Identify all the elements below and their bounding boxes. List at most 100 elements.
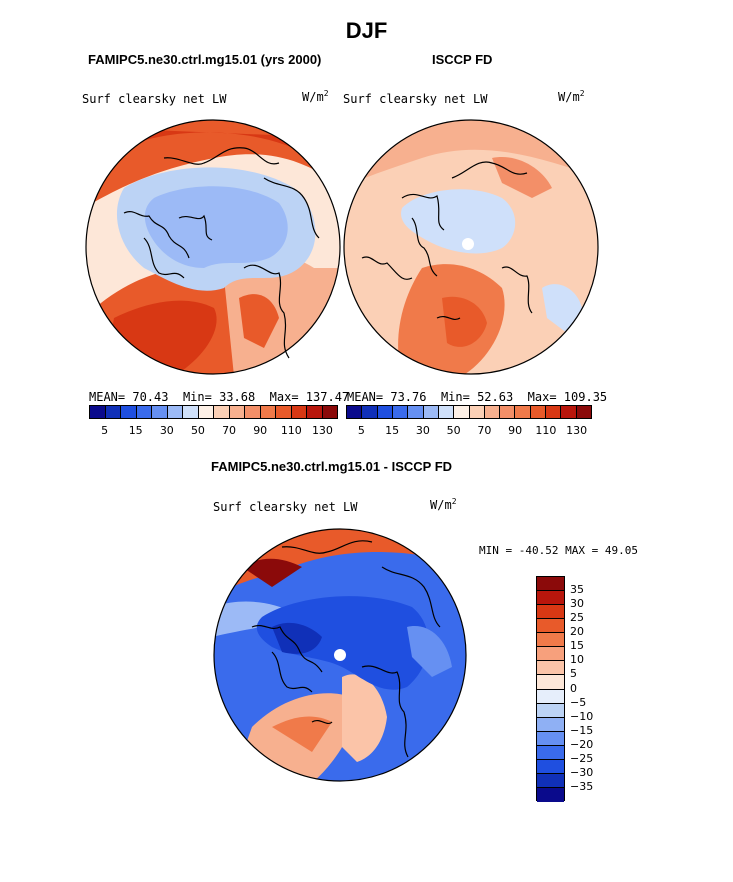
- colorbar-swatch: [537, 759, 564, 774]
- right-units-label: W/m2: [558, 89, 585, 104]
- colorbar-swatch: [515, 406, 531, 418]
- diff-pole-hole: [334, 649, 346, 661]
- colorbar-swatch: [537, 745, 564, 760]
- colorbar-swatch: [438, 406, 455, 418]
- colorbar-swatch: [537, 591, 564, 606]
- right-region-north-europe: [542, 284, 582, 333]
- colorbar-tick-label: 5: [101, 424, 109, 437]
- colorbar-swatch: [229, 406, 245, 418]
- diff-panel-title: FAMIPC5.ne30.ctrl.mg15.01 - ISCCP FD: [211, 459, 453, 474]
- figure-title: DJF: [345, 18, 388, 43]
- colorbar-swatch: [537, 577, 564, 592]
- right-colorbar-labels: 5 15 30 50 70 90 110 130: [346, 424, 592, 438]
- diff-map-border: [213, 528, 467, 782]
- colorbar-swatch: [408, 406, 424, 418]
- colorbar-swatch: [105, 406, 121, 418]
- colorbar-tick-label: 15: [385, 424, 400, 437]
- colorbar-swatch: [198, 406, 214, 418]
- diff-region-arctic: [256, 596, 429, 690]
- diff-region-alaska: [214, 601, 292, 637]
- colorbar-swatch: [322, 406, 337, 418]
- right-colorbar: [346, 405, 592, 419]
- colorbar-swatch: [469, 406, 485, 418]
- colorbar-tick-label: −15: [570, 723, 594, 737]
- colorbar-swatch: [136, 406, 152, 418]
- colorbar-tick-label: 130: [566, 424, 588, 437]
- colorbar-tick-label: 25: [570, 611, 584, 625]
- right-variable-label: Surf clearsky net LW: [343, 92, 488, 106]
- diff-region-greenland: [272, 622, 322, 654]
- colorbar-swatch: [307, 406, 323, 418]
- right-coastlines: [361, 161, 533, 321]
- colorbar-tick-label: −5: [570, 695, 587, 709]
- colorbar-tick-label: 50: [190, 424, 205, 437]
- colorbar-tick-label: −35: [570, 779, 594, 793]
- left-region-arctic-inner: [144, 186, 288, 268]
- colorbar-swatch: [347, 406, 363, 418]
- colorbar-swatch: [537, 689, 564, 704]
- colorbar-swatch: [167, 406, 183, 418]
- colorbar-tick-label: 110: [535, 424, 557, 437]
- colorbar-swatch: [392, 406, 409, 418]
- colorbar-swatch: [362, 406, 378, 418]
- colorbar-tick-label: 0: [570, 681, 577, 695]
- colorbar-swatch: [214, 406, 230, 418]
- colorbar-swatch: [537, 675, 564, 690]
- right-pole-hole: [462, 238, 474, 250]
- left-colorbar: [89, 405, 338, 419]
- colorbar-tick-label: −10: [570, 709, 594, 723]
- colorbar-swatch: [537, 773, 564, 788]
- colorbar-swatch: [537, 619, 564, 634]
- colorbar-swatch: [152, 406, 168, 418]
- diff-colorbar: [536, 576, 565, 802]
- colorbar-swatch: [260, 406, 276, 418]
- colorbar-tick-label: −25: [570, 751, 594, 765]
- colorbar-swatch: [291, 406, 307, 418]
- right-region-arctic: [401, 189, 516, 254]
- colorbar-swatch: [537, 633, 564, 648]
- colorbar-swatch: [276, 406, 292, 418]
- colorbar-swatch: [537, 703, 564, 718]
- colorbar-swatch: [183, 406, 199, 418]
- diff-region-siberia: [407, 626, 452, 677]
- colorbar-tick-label: 15: [570, 639, 584, 653]
- colorbar-tick-label: 5: [357, 424, 365, 437]
- diff-minmax: MIN = -40.52 MAX = 49.05: [479, 544, 638, 557]
- colorbar-swatch: [500, 406, 516, 418]
- colorbar-tick-label: 30: [570, 597, 584, 611]
- colorbar-tick-label: −30: [570, 765, 594, 779]
- colorbar-swatch: [245, 406, 261, 418]
- diff-variable-label: Surf clearsky net LW: [213, 500, 358, 514]
- colorbar-tick-label: 30: [159, 424, 174, 437]
- colorbar-swatch: [537, 661, 564, 676]
- colorbar-tick-label: 70: [222, 424, 237, 437]
- right-polar-map: [343, 119, 599, 375]
- colorbar-tick-label: 5: [570, 667, 577, 681]
- colorbar-tick-label: 110: [280, 424, 302, 437]
- diff-region-atlantic-core: [272, 716, 332, 752]
- colorbar-tick-label: 70: [477, 424, 492, 437]
- colorbar-swatch: [484, 406, 501, 418]
- colorbar-tick-label: 90: [508, 424, 523, 437]
- left-panel-title: FAMIPC5.ne30.ctrl.mg15.01 (yrs 2000): [88, 52, 322, 67]
- right-stats: MEAN= 73.76 Min= 52.63 Max= 109.35: [347, 390, 608, 404]
- left-colorbar-labels: 5 15 30 50 70 90 110 130: [89, 424, 338, 438]
- colorbar-tick-label: 30: [415, 424, 430, 437]
- colorbar-tick-label: 130: [311, 424, 333, 437]
- colorbar-tick-label: 20: [570, 625, 584, 639]
- colorbar-swatch: [546, 406, 562, 418]
- left-polar-map: [85, 119, 341, 375]
- colorbar-tick-label: 90: [253, 424, 268, 437]
- colorbar-swatch: [537, 787, 564, 802]
- colorbar-swatch: [121, 406, 137, 418]
- colorbar-tick-label: −20: [570, 737, 594, 751]
- colorbar-swatch: [530, 406, 547, 418]
- colorbar-tick-label: 50: [446, 424, 461, 437]
- colorbar-swatch: [454, 406, 470, 418]
- colorbar-swatch: [377, 406, 393, 418]
- colorbar-swatch: [537, 731, 564, 746]
- colorbar-swatch: [576, 406, 591, 418]
- left-units-label: W/m2: [302, 89, 329, 104]
- left-map-border: [85, 119, 341, 375]
- right-map-border: [343, 119, 599, 375]
